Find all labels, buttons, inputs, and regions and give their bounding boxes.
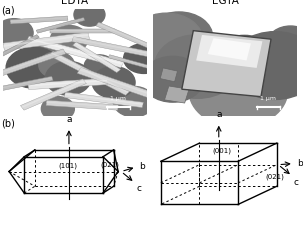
Circle shape xyxy=(211,35,278,85)
Polygon shape xyxy=(96,22,155,50)
Polygon shape xyxy=(0,77,52,89)
Text: 1 μm: 1 μm xyxy=(110,96,126,101)
Polygon shape xyxy=(75,43,120,71)
Polygon shape xyxy=(160,68,178,82)
Circle shape xyxy=(6,47,61,88)
Text: a: a xyxy=(66,115,72,124)
Circle shape xyxy=(130,13,203,67)
Circle shape xyxy=(0,19,33,47)
Polygon shape xyxy=(0,76,53,91)
Circle shape xyxy=(155,35,240,98)
Text: EDTA: EDTA xyxy=(62,0,88,6)
Text: (021): (021) xyxy=(100,162,119,168)
Circle shape xyxy=(268,26,303,60)
Polygon shape xyxy=(46,102,118,107)
Polygon shape xyxy=(73,38,150,54)
Circle shape xyxy=(18,45,65,80)
Circle shape xyxy=(45,61,91,95)
Polygon shape xyxy=(26,36,124,68)
Polygon shape xyxy=(165,86,189,103)
Polygon shape xyxy=(97,23,154,48)
Circle shape xyxy=(124,44,164,73)
Polygon shape xyxy=(0,50,65,74)
Text: (b): (b) xyxy=(2,118,15,128)
Circle shape xyxy=(189,54,288,127)
Polygon shape xyxy=(10,16,68,24)
Polygon shape xyxy=(0,35,39,59)
Circle shape xyxy=(84,55,114,77)
Polygon shape xyxy=(10,17,68,22)
Polygon shape xyxy=(3,34,89,47)
Polygon shape xyxy=(51,52,129,93)
Polygon shape xyxy=(28,80,107,86)
Polygon shape xyxy=(46,100,118,110)
Polygon shape xyxy=(3,32,90,51)
Circle shape xyxy=(74,3,105,26)
Circle shape xyxy=(42,97,74,121)
Polygon shape xyxy=(79,69,158,97)
Polygon shape xyxy=(28,38,123,65)
Text: b: b xyxy=(139,162,145,172)
Circle shape xyxy=(229,32,303,99)
Circle shape xyxy=(51,26,88,53)
Text: c: c xyxy=(136,184,142,193)
Polygon shape xyxy=(109,55,157,69)
Polygon shape xyxy=(208,38,251,60)
Circle shape xyxy=(39,52,75,78)
Text: (a): (a) xyxy=(2,6,15,16)
Text: (001): (001) xyxy=(212,148,231,154)
Polygon shape xyxy=(65,93,143,105)
Circle shape xyxy=(145,12,213,62)
Polygon shape xyxy=(28,78,108,90)
Circle shape xyxy=(142,56,204,102)
Text: (101): (101) xyxy=(59,163,78,169)
Polygon shape xyxy=(0,49,66,76)
Text: c: c xyxy=(294,178,299,187)
Circle shape xyxy=(92,66,135,98)
Text: (021): (021) xyxy=(265,174,284,180)
Polygon shape xyxy=(108,55,157,70)
Text: 1 μm: 1 μm xyxy=(260,96,276,101)
Text: b: b xyxy=(297,159,303,168)
Polygon shape xyxy=(0,35,38,57)
Polygon shape xyxy=(64,92,143,108)
Polygon shape xyxy=(49,51,130,95)
Polygon shape xyxy=(72,37,150,57)
Polygon shape xyxy=(50,29,115,31)
Polygon shape xyxy=(21,80,85,108)
Text: a: a xyxy=(216,110,221,119)
Polygon shape xyxy=(50,29,115,33)
Polygon shape xyxy=(196,35,262,68)
Polygon shape xyxy=(20,79,86,110)
Polygon shape xyxy=(77,67,159,100)
Text: EGTA: EGTA xyxy=(211,0,238,6)
Polygon shape xyxy=(36,18,85,33)
Polygon shape xyxy=(182,31,271,97)
Polygon shape xyxy=(73,42,121,73)
Polygon shape xyxy=(37,18,84,32)
Circle shape xyxy=(113,86,155,117)
